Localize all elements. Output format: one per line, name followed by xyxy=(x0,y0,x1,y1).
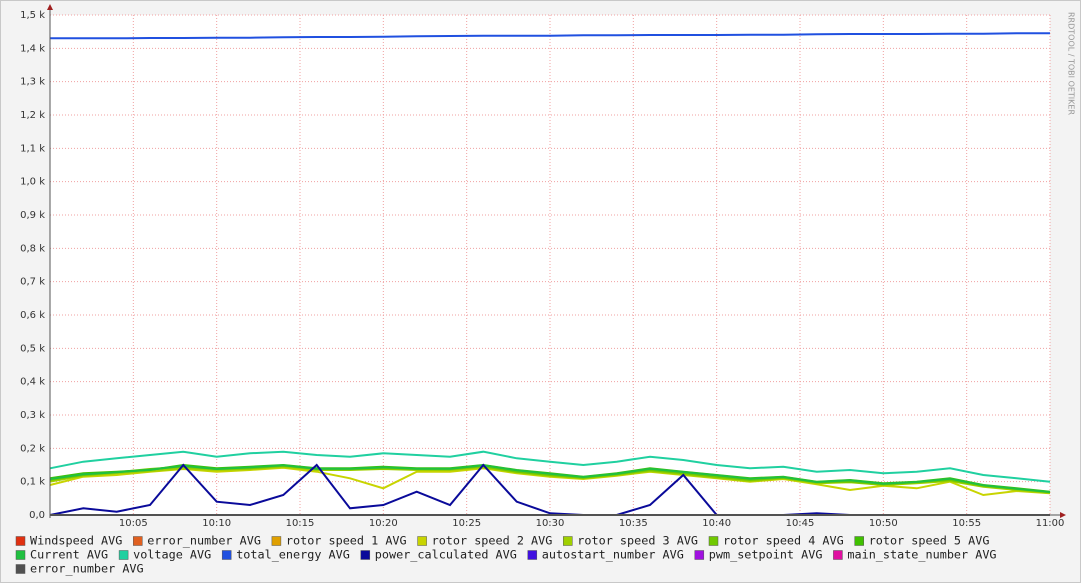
y-tick-label: 1,2 k xyxy=(20,110,45,121)
y-tick-label: 0,5 k xyxy=(20,343,45,354)
watermark: RRDTOOL / TOBI OETIKER xyxy=(1067,12,1076,115)
legend-label: rotor speed 4 AVG xyxy=(723,534,844,548)
y-tick-label: 1,3 k xyxy=(20,77,45,88)
x-tick-label: 10:55 xyxy=(952,518,981,529)
legend-label: Windspeed AVG xyxy=(30,534,122,548)
legend-swatch xyxy=(15,536,26,546)
y-tick-label: 0,8 k xyxy=(20,243,45,254)
y-tick-label: 0,4 k xyxy=(20,377,45,388)
y-tick-label: 0,0 xyxy=(29,510,45,521)
legend-swatch xyxy=(271,536,282,546)
legend-swatch xyxy=(360,550,371,560)
series-line xyxy=(50,32,1050,40)
legend-swatch xyxy=(563,536,573,546)
legend-swatch xyxy=(694,550,705,560)
x-tick-label: 10:10 xyxy=(202,518,231,529)
legend-label: main_state_number AVG xyxy=(847,548,996,562)
x-tick-label: 10:45 xyxy=(786,518,815,529)
series-line xyxy=(49,464,1051,493)
y-tick-label: 1,5 k xyxy=(20,10,45,21)
legend-label: rotor speed 5 AVG xyxy=(869,534,990,548)
legend-label: power_calculated AVG xyxy=(375,548,517,562)
legend-label: error_number AVG xyxy=(30,562,144,576)
legend-swatch xyxy=(708,536,719,546)
legend-swatch xyxy=(417,536,427,546)
legend-label: voltage AVG xyxy=(133,548,211,562)
y-tick-label: 1,4 k xyxy=(20,43,45,54)
legend-label: rotor speed 1 AVG xyxy=(286,534,407,548)
y-tick-label: 0,6 k xyxy=(20,310,45,321)
x-tick-label: 10:30 xyxy=(536,518,565,529)
y-tick-label: 0,3 k xyxy=(20,410,45,421)
legend-swatch xyxy=(833,550,843,560)
legend-label: Current AVG xyxy=(30,548,108,562)
legend-label: total_energy AVG xyxy=(236,548,350,562)
x-tick-label: 10:50 xyxy=(869,518,898,529)
x-tick-label: 10:15 xyxy=(286,518,315,529)
legend-swatch xyxy=(221,550,232,560)
legend-swatch xyxy=(854,536,864,546)
y-tick-label: 0,2 k xyxy=(20,443,45,454)
y-arrow xyxy=(47,4,53,10)
legend-swatch xyxy=(118,550,129,560)
legend-label: error_number AVG xyxy=(147,534,261,548)
y-tick-label: 0,9 k xyxy=(20,210,45,221)
legend-swatch xyxy=(133,536,143,546)
y-tick-label: 1,0 k xyxy=(20,177,45,188)
legend-label: rotor speed 3 AVG xyxy=(577,534,698,548)
y-tick-label: 1,1 k xyxy=(20,143,45,154)
x-tick-label: 10:35 xyxy=(619,518,648,529)
legend-swatch xyxy=(15,550,26,560)
y-tick-label: 0,7 k xyxy=(20,277,45,288)
legend-swatch xyxy=(527,550,538,560)
legend-label: rotor speed 2 AVG xyxy=(432,534,553,548)
x-tick-label: 10:25 xyxy=(452,518,481,529)
x-tick-label: 10:40 xyxy=(702,518,731,529)
legend-label: pwm_setpoint AVG xyxy=(709,548,823,562)
legend-label: autostart_number AVG xyxy=(542,548,684,562)
series-line xyxy=(49,450,1051,483)
y-tick-label: 0,1 k xyxy=(20,477,45,488)
x-tick-label: 10:05 xyxy=(119,518,148,529)
x-arrow xyxy=(1060,512,1066,518)
x-tick-label: 11:00 xyxy=(1036,518,1065,529)
legend-swatch xyxy=(15,564,26,574)
x-tick-label: 10:20 xyxy=(369,518,398,529)
